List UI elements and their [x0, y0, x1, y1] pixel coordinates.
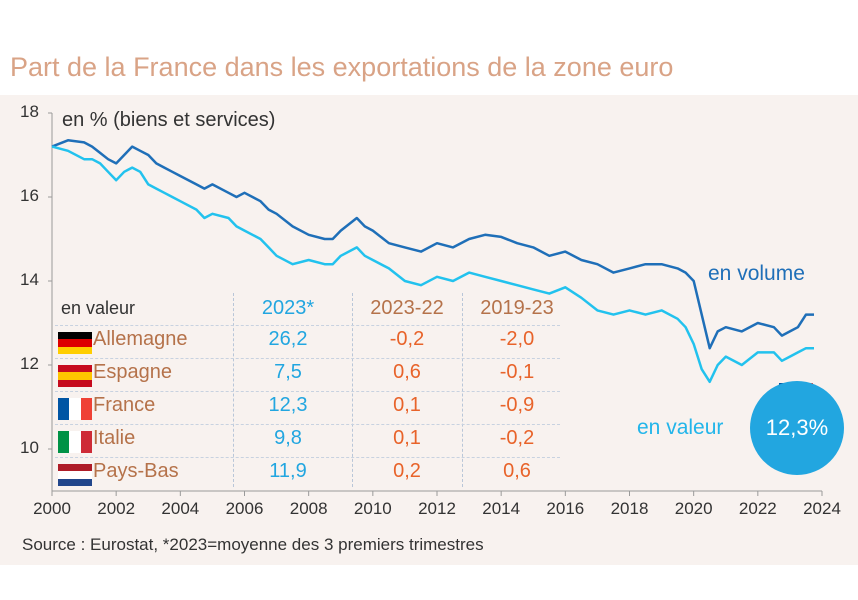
x-tick-label: 2012: [418, 499, 456, 518]
y-tick-label: 14: [20, 270, 39, 289]
table-cell-v2023: 9,8: [274, 427, 302, 449]
x-tick-label: 2022: [738, 499, 777, 518]
table-row-separator: [55, 358, 560, 359]
table-cell-v2023: 11,9: [269, 460, 307, 482]
table-cell-d2: -2,0: [499, 328, 535, 350]
table-cell-v2023: 7,5: [274, 361, 302, 383]
y-tick-label: 12: [20, 354, 39, 373]
x-tick-label: 2006: [225, 499, 264, 518]
table-cell-country: Allemagne: [93, 328, 188, 350]
table-cell-d1: 0,1: [393, 427, 421, 449]
table-col-separator: [462, 293, 463, 487]
series-label-volume: en volume: [708, 262, 805, 285]
table-header-2023: 2023*: [261, 297, 315, 319]
table-col-separator: [352, 293, 353, 487]
table-header-2023-22: 2023-22: [370, 297, 444, 319]
table-cell-v2023: 26,2: [268, 328, 308, 350]
y-tick-label: 16: [20, 186, 39, 205]
flag-pays-bas-icon: [58, 464, 92, 486]
chart-panel: [0, 95, 858, 565]
series-line-volume: [51, 139, 814, 350]
y-tick-label: 10: [20, 438, 39, 457]
table-cell-country: Espagne: [93, 361, 172, 383]
x-tick-label: 2002: [97, 499, 136, 518]
table-row-separator: [55, 424, 560, 425]
table-col-separator: [233, 293, 234, 487]
table-cell-d1: 0,6: [393, 361, 421, 383]
table-cell-d2: -0,9: [499, 394, 535, 416]
x-tick-label: 2010: [353, 499, 392, 518]
table-cell-v2023: 12,3: [268, 394, 308, 416]
series-line-valeur: [51, 145, 814, 384]
x-tick-label: 2000: [33, 499, 71, 518]
x-tick-label: 2014: [482, 499, 521, 518]
x-tick-label: 2024: [803, 499, 841, 518]
source-note: Source : Eurostat, *2023=moyenne des 3 p…: [22, 535, 484, 554]
data-table: en valeur 2023* 2023-22 2019-23 Allemagn…: [55, 293, 560, 491]
table-cell-d1: 0,2: [393, 460, 421, 482]
series-label-valeur: en valeur: [637, 416, 724, 439]
table-header-label: en valeur: [61, 298, 136, 318]
table-cell-country: Pays-Bas: [93, 460, 179, 482]
y-tick-label: 18: [20, 102, 39, 121]
table-header-2019-23: 2019-23: [480, 297, 554, 319]
x-tick-label: 2020: [674, 499, 713, 518]
table-row-separator: [55, 391, 560, 392]
table-row-separator: [55, 325, 560, 326]
table-row-separator: [55, 457, 560, 458]
table-cell-d2: -0,1: [499, 361, 535, 383]
table-cell-d1: 0,1: [393, 394, 421, 416]
flag-espagne-icon: [58, 365, 92, 387]
table-cell-country: Italie: [93, 427, 136, 449]
flag-france-icon: [58, 398, 92, 420]
flag-italie-icon: [58, 431, 92, 453]
table-cell-country: France: [93, 394, 156, 416]
table-cell-d2: -0,2: [499, 427, 535, 449]
table-cell-d2: 0,6: [503, 460, 531, 482]
table-cell-d1: -0,2: [389, 328, 425, 350]
flag-allemagne-icon: [58, 332, 92, 354]
x-tick-label: 2008: [289, 499, 328, 518]
x-tick-label: 2016: [546, 499, 585, 518]
share-bubble: 12,3%: [750, 381, 844, 475]
x-tick-label: 2004: [161, 499, 200, 518]
x-tick-label: 2018: [610, 499, 649, 518]
y-axis-unit-label: en % (biens et services): [62, 109, 276, 131]
chart-title: Part de la France dans les exportations …: [10, 52, 674, 82]
